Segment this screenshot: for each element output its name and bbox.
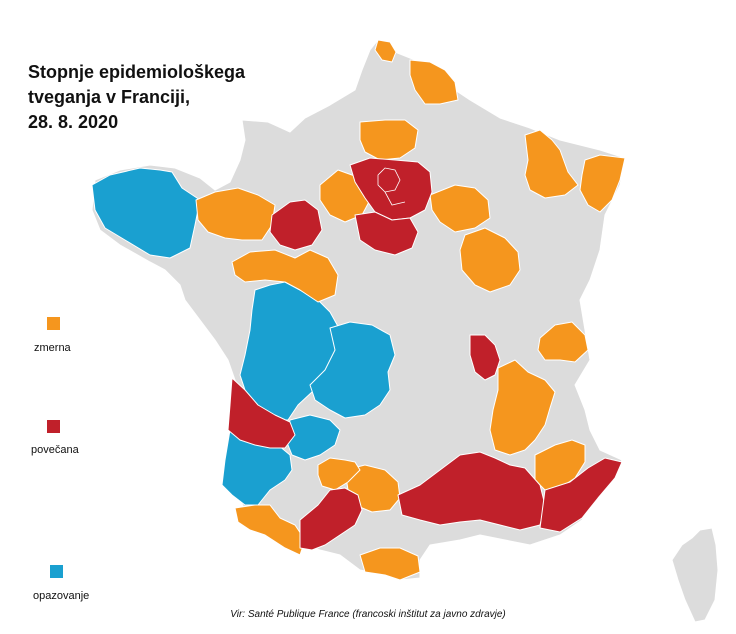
legend-label-opazovanje: opazovanje xyxy=(33,590,90,602)
map-title: Stopnje epidemiološkega tveganja v Franc… xyxy=(28,60,288,135)
region-bas-rhin[interactable] xyxy=(579,154,626,213)
region-var-alpes-maritimes[interactable] xyxy=(539,457,623,533)
regions-opazovanje xyxy=(91,167,396,506)
region-calvados[interactable] xyxy=(195,187,276,241)
corsica xyxy=(671,527,719,623)
region-pays-de-la-loire[interactable] xyxy=(231,249,339,303)
region-nievre[interactable] xyxy=(459,227,521,293)
region-aude[interactable] xyxy=(359,547,421,581)
region-aube[interactable] xyxy=(429,184,491,233)
region-rhone[interactable] xyxy=(469,334,501,381)
region-haute-garonne[interactable] xyxy=(299,487,363,551)
region-nord-east[interactable] xyxy=(409,59,459,105)
region-lot-et-garonne[interactable] xyxy=(317,457,361,491)
region-bretagne-west[interactable] xyxy=(91,167,201,259)
legend-swatch-opazovanje xyxy=(50,565,63,578)
region-ile-de-france[interactable] xyxy=(349,157,433,221)
source-credit: Vir: Santé Publique France (francoski in… xyxy=(230,609,506,620)
region-seine-et-marne[interactable] xyxy=(354,211,419,256)
region-ardennes[interactable] xyxy=(524,129,579,199)
title-line-1: Stopnje epidemiološkega xyxy=(28,62,246,82)
region-haute-savoie[interactable] xyxy=(537,321,589,363)
region-gironde[interactable] xyxy=(227,377,296,449)
legend-swatch-zmerna xyxy=(47,317,60,330)
title-line-2: tveganja v Franciji, xyxy=(28,87,191,107)
legend-label-zmerna: zmerna xyxy=(34,342,71,354)
title-line-3: 28. 8. 2020 xyxy=(28,112,119,132)
region-rhone-alpes[interactable] xyxy=(489,359,556,456)
region-limousin[interactable] xyxy=(309,321,396,419)
regions-povecana xyxy=(227,157,623,551)
legend-label-povecana: povečana xyxy=(31,444,79,456)
region-sarthe[interactable] xyxy=(269,199,323,251)
region-somme[interactable] xyxy=(359,119,419,161)
legend-swatch-povecana xyxy=(47,420,60,433)
region-dordogne[interactable] xyxy=(285,414,341,461)
region-nord-west[interactable] xyxy=(374,39,397,63)
paris-subdivisions xyxy=(377,167,406,206)
